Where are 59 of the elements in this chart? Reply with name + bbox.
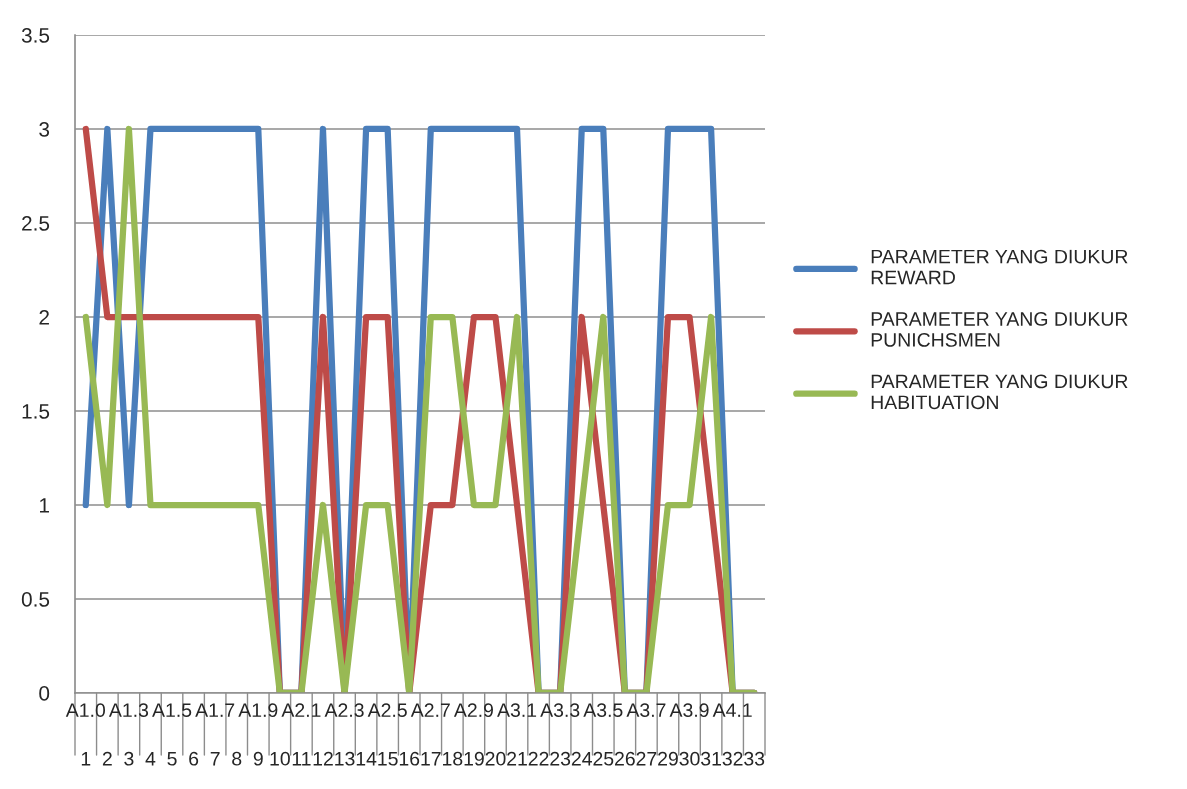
x-tick-label: 21 [507, 751, 527, 766]
y-tick-label: 1 [40, 498, 49, 513]
text: A2.1 [281, 703, 321, 717]
y-tick-label: 2.5 [22, 216, 50, 231]
x-tick-label: 27 [636, 751, 657, 766]
x-tick-label: 3 [124, 751, 134, 766]
text: A1.5 [152, 703, 192, 718]
x-tick-label: 23 [550, 751, 571, 766]
x-tick-label: 32 [722, 751, 743, 766]
y-tick-label: 3.5 [21, 28, 50, 43]
x-tick-label: 19 [464, 751, 484, 766]
x-tick-label: 17 [421, 752, 441, 766]
x-tick-label: 25 [593, 751, 614, 766]
text: A1.0 [65, 703, 106, 718]
x-tick-label: 12 [313, 751, 333, 766]
legend-label: PARAMETER YANG DIUKUR REWARD [871, 249, 1128, 285]
text: A3.5 [583, 703, 623, 718]
text: A2.3 [324, 703, 364, 718]
x-tick-label: 31 [701, 751, 721, 766]
y-tick-label: 0.5 [21, 592, 50, 607]
x-tick-label: 18 [443, 751, 463, 766]
x-tick-label: 9 [253, 751, 263, 766]
x-tick-label: 29 [658, 751, 678, 766]
text: A3.7 [626, 703, 666, 718]
text: A3.9 [669, 703, 709, 718]
x-tick-label: 24 [571, 751, 592, 766]
x-tick-label: 16 [399, 751, 420, 766]
x-tick-label: 2 [102, 751, 112, 766]
text: A2.5 [367, 703, 407, 718]
x-tick-label: 20 [485, 751, 506, 766]
x-tick-label: 5 [167, 752, 177, 766]
x-tick-label: 33 [744, 751, 765, 766]
legend-label: PARAMETER YANG DIUKUR HABITUATION [871, 374, 1128, 410]
text: A1.9 [238, 703, 278, 718]
text: A2.7 [410, 703, 450, 717]
x-tick-label: 7 [210, 752, 220, 766]
text: A2.9 [453, 703, 493, 718]
text: A3.3 [540, 703, 580, 718]
y-tick-label: 1.5 [22, 404, 50, 419]
x-tick-label: 4 [145, 752, 156, 766]
text: A1.3 [108, 703, 149, 718]
x-tick-label: 15 [378, 752, 398, 766]
y-tick-label: 3 [39, 122, 50, 137]
x-tick-label: 13 [335, 751, 355, 766]
y-tick-label: 0 [39, 686, 50, 701]
text: A3.1 [497, 703, 537, 718]
x-tick-label: 10 [270, 751, 290, 766]
x-tick-label: 14 [356, 752, 377, 766]
text: A1.7 [195, 703, 235, 717]
legend-label: PARAMETER YANG DIUKUR PUNICHSMEN [871, 312, 1128, 347]
x-tick-label: 6 [189, 751, 199, 766]
y-tick-label: 2 [39, 310, 49, 325]
x-tick-label: 30 [679, 751, 700, 766]
x-tick-label: 26 [615, 751, 635, 766]
x-tick-label: 1 [81, 752, 91, 766]
x-tick-label: 8 [232, 751, 242, 766]
x-tick-label: 11 [292, 752, 311, 766]
x-tick-label: 22 [528, 751, 549, 766]
text: A4.1 [712, 703, 752, 717]
